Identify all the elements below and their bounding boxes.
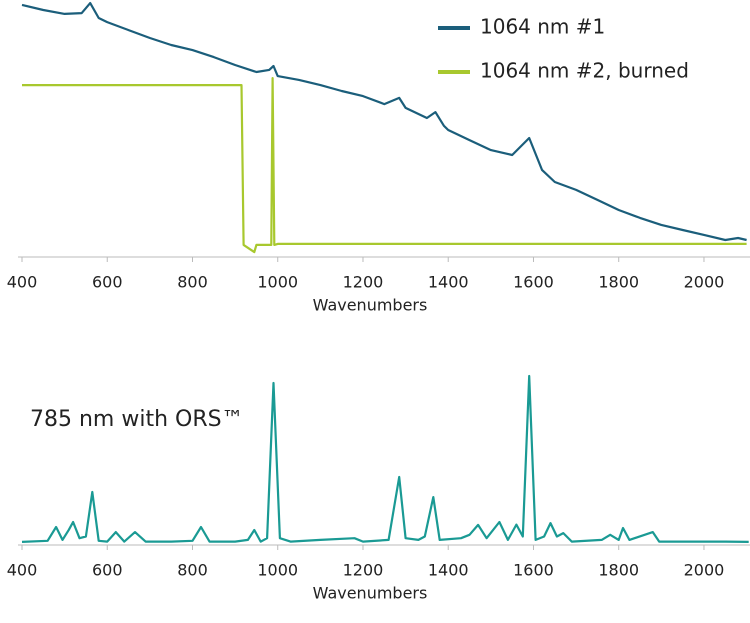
- x-tick-label: 1600: [513, 273, 554, 292]
- line-series: [22, 77, 747, 254]
- x-axis-label: Wavenumbers: [313, 296, 428, 315]
- x-tick-label: 600: [92, 273, 123, 292]
- legend-label: 1064 nm #1: [480, 15, 605, 39]
- line-series: [21, 374, 749, 543]
- x-tick-label: 600: [92, 561, 123, 580]
- x-tick-label: 400: [7, 273, 38, 292]
- legend-label: 1064 nm #2, burned: [480, 59, 689, 83]
- x-tick-label: 1200: [343, 561, 384, 580]
- x-tick-label: 800: [177, 561, 208, 580]
- x-tick-label: 400: [7, 561, 38, 580]
- x-tick-label: 1000: [257, 273, 298, 292]
- x-tick-label: 1800: [598, 561, 639, 580]
- x-tick-label: 2000: [684, 273, 725, 292]
- x-tick-label: 1200: [343, 273, 384, 292]
- x-tick-label: 1400: [428, 561, 469, 580]
- x-tick-label: 2000: [684, 561, 725, 580]
- x-tick-label: 1800: [598, 273, 639, 292]
- chart-title: 785 nm with ORS™: [30, 407, 244, 432]
- x-tick-label: 1400: [428, 273, 469, 292]
- x-tick-label: 1000: [257, 561, 298, 580]
- line-series: [21, 2, 747, 242]
- x-tick-label: 1600: [513, 561, 554, 580]
- x-axis-label: Wavenumbers: [313, 584, 428, 603]
- x-tick-label: 800: [177, 273, 208, 292]
